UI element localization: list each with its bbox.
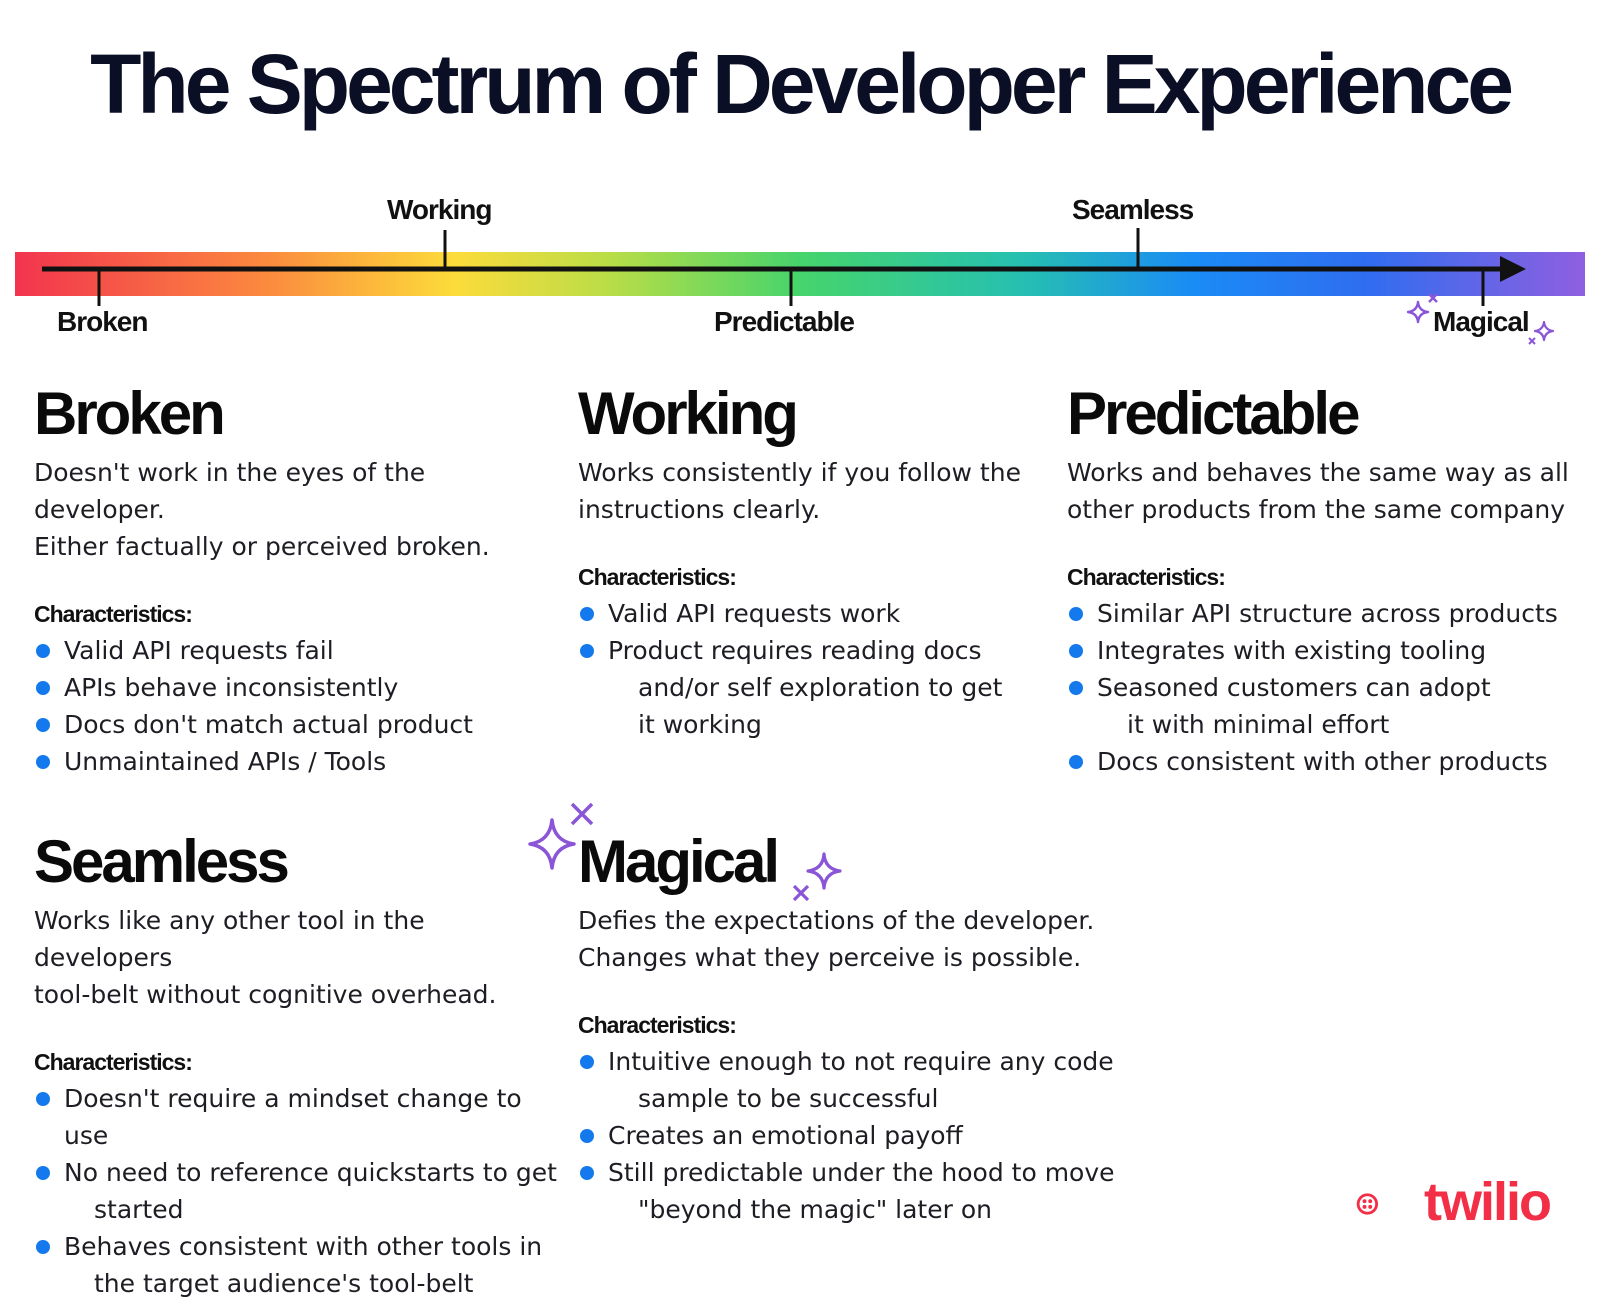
bullet-icon xyxy=(36,1240,50,1254)
characteristics-list: Similar API structure across products In… xyxy=(1067,595,1587,780)
card-seamless: Seamless Works like any other tool in th… xyxy=(34,832,564,1302)
list-item: Still predictable under the hood to move… xyxy=(578,1154,1118,1228)
bullet-icon xyxy=(36,718,50,732)
list-item-text: Similar API structure across products xyxy=(1097,599,1558,628)
list-item: Docs consistent with other products xyxy=(1067,743,1587,780)
list-item-continuation: sample to be successful xyxy=(638,1084,939,1113)
list-item-text: Still predictable under the hood to move xyxy=(608,1158,1115,1187)
card-description: Works like any other tool in the develop… xyxy=(34,906,497,1009)
card-broken: Broken Doesn't work in the eyes of the d… xyxy=(34,384,554,780)
card-predictable: Predictable Works and behaves the same w… xyxy=(1067,384,1587,780)
spectrum-axis xyxy=(42,228,1526,306)
card-working: Working Works consistently if you follow… xyxy=(578,384,1058,743)
spectrum-label-broken: Broken xyxy=(57,306,148,337)
list-item: Intuitive enough to not require any code… xyxy=(578,1043,1118,1117)
characteristics-label: Characteristics: xyxy=(578,1012,737,1038)
sparkle-icon xyxy=(528,802,594,870)
page-title: The Spectrum of Developer Experience xyxy=(90,37,1514,131)
bullet-icon xyxy=(580,607,594,621)
characteristics-label: Characteristics: xyxy=(1067,564,1226,590)
list-item: No need to reference quickstarts to get s… xyxy=(34,1154,564,1228)
list-item: Seasoned customers can adopt it with mini… xyxy=(1067,669,1587,743)
characteristics-list: Intuitive enough to not require any code… xyxy=(578,1043,1118,1228)
spectrum-gradient-bar xyxy=(15,252,1585,296)
twilio-logo-text: twilio xyxy=(1424,1172,1552,1232)
characteristics-label: Characteristics: xyxy=(34,1049,193,1075)
list-item-text: Docs don't match actual product xyxy=(64,710,473,739)
list-item-text: Integrates with existing tooling xyxy=(1097,636,1487,665)
list-item: Product requires reading docs and/or self… xyxy=(578,632,1058,743)
list-item: Doesn't require a mindset change to use xyxy=(34,1080,564,1154)
card-heading: Broken xyxy=(34,380,226,447)
list-item: APIs behave inconsistently xyxy=(34,669,554,706)
card-heading: Magical xyxy=(578,828,780,895)
list-item-text: Docs consistent with other products xyxy=(1097,747,1548,776)
card-description: Defies the expectations of the developer… xyxy=(578,906,1095,972)
list-item-text: Doesn't require a mindset change to use xyxy=(64,1084,522,1150)
bullet-icon xyxy=(36,1166,50,1180)
list-item-text: Product requires reading docs xyxy=(608,636,982,665)
list-item-text: Valid API requests fail xyxy=(64,636,334,665)
characteristics-label: Characteristics: xyxy=(34,601,193,627)
list-item: Integrates with existing tooling xyxy=(1067,632,1587,669)
card-description: Works consistently if you follow the ins… xyxy=(578,458,1021,524)
card-heading: Seamless xyxy=(34,828,290,895)
spectrum-label-predictable: Predictable xyxy=(714,306,855,337)
bullet-icon xyxy=(36,755,50,769)
bullet-icon xyxy=(36,644,50,658)
bullet-icon xyxy=(1069,755,1083,769)
list-item-continuation: "beyond the magic" later on xyxy=(638,1195,992,1224)
list-item-text: Seasoned customers can adopt xyxy=(1097,673,1491,702)
bullet-icon xyxy=(1069,644,1083,658)
sparkle-icon xyxy=(1406,293,1438,324)
sparkle-icon xyxy=(1528,320,1555,345)
spectrum-label-working: Working xyxy=(387,194,492,225)
list-item-text: Unmaintained APIs / Tools xyxy=(64,747,387,776)
list-item: Unmaintained APIs / Tools xyxy=(34,743,554,780)
bullet-icon xyxy=(36,681,50,695)
bullet-icon xyxy=(580,1166,594,1180)
characteristics-list: Valid API requests work Product requires… xyxy=(578,595,1058,743)
list-item: Docs don't match actual product xyxy=(34,706,554,743)
spectrum-label-magical: Magical xyxy=(1433,306,1530,337)
list-item-text: APIs behave inconsistently xyxy=(64,673,399,702)
bullet-icon xyxy=(580,1129,594,1143)
list-item-text: Intuitive enough to not require any code xyxy=(608,1047,1114,1076)
card-description: Works and behaves the same way as all ot… xyxy=(1067,458,1569,524)
sparkle-icon xyxy=(792,852,842,902)
list-item-continuation: and/or self exploration to get it workin… xyxy=(638,673,1003,739)
list-item: Creates an emotional payoff xyxy=(578,1117,1118,1154)
twilio-logo-icon xyxy=(1356,1193,1379,1215)
list-item-text: Behaves consistent with other tools in xyxy=(64,1232,543,1261)
list-item-continuation: the target audience's tool-belt xyxy=(94,1269,474,1298)
list-item: Valid API requests fail xyxy=(34,632,554,669)
spectrum-arrow-head xyxy=(1500,256,1526,282)
list-item: Behaves consistent with other tools in th… xyxy=(34,1228,564,1302)
list-item-continuation: started xyxy=(94,1195,184,1224)
characteristics-label: Characteristics: xyxy=(578,564,737,590)
list-item-continuation: it with minimal effort xyxy=(1127,710,1390,739)
bullet-icon xyxy=(1069,607,1083,621)
card-heading: Working xyxy=(578,380,799,447)
list-item-text: Creates an emotional payoff xyxy=(608,1121,963,1150)
list-item: Similar API structure across products xyxy=(1067,595,1587,632)
list-item-text: No need to reference quickstarts to get xyxy=(64,1158,557,1187)
card-magical: Magical Defies the expectations of the d… xyxy=(578,832,1118,1228)
bullet-icon xyxy=(580,1055,594,1069)
bullet-icon xyxy=(1069,681,1083,695)
card-heading: Predictable xyxy=(1067,380,1360,447)
list-item-text: Valid API requests work xyxy=(608,599,901,628)
spectrum-label-seamless: Seamless xyxy=(1072,194,1194,225)
card-description: Doesn't work in the eyes of the develope… xyxy=(34,458,490,561)
characteristics-list: Doesn't require a mindset change to use … xyxy=(34,1080,564,1302)
bullet-icon xyxy=(36,1092,50,1106)
characteristics-list: Valid API requests fail APIs behave inco… xyxy=(34,632,554,780)
bullet-icon xyxy=(580,644,594,658)
list-item: Valid API requests work xyxy=(578,595,1058,632)
